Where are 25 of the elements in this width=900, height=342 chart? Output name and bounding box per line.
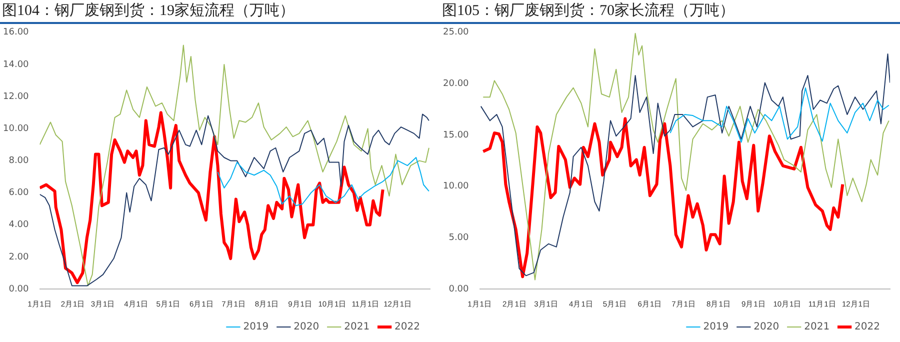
y-tick-label: 6.00 [8,188,30,198]
y-tick-label: 0.00 [8,284,30,294]
y-tick-label: 4.00 [8,220,30,230]
y-tick-label: 10.00 [3,124,30,134]
legend-label: 2021 [804,322,830,333]
y-tick-label: 25.00 [443,28,470,38]
y-tick-label: 2.00 [8,252,30,262]
y-tick-label: 16.00 [3,28,30,38]
y-tick-label: 20.00 [443,79,470,90]
legend-label: 2019 [703,322,729,333]
chart-title: 图105：钢厂废钢到货：70家长流程（万吨） [440,0,900,24]
chart-title: 图104：钢厂废钢到货：19家短流程（万吨） [0,0,440,24]
legend-label: 2020 [294,322,320,333]
y-tick-label: 0.00 [448,284,470,294]
y-tick-label: 14.00 [3,60,30,70]
y-tick-label: 10.00 [443,182,470,192]
y-tick-label: 8.00 [8,156,30,166]
y-tick-label: 5.00 [448,233,470,244]
legend-label: 2021 [344,322,370,333]
y-tick-label: 12.00 [3,92,30,102]
legend-label: 2022 [854,322,880,333]
y-tick-label: 15.00 [443,130,470,140]
legend-label: 2020 [754,322,780,333]
legend-label: 2022 [394,322,420,333]
legend-label: 2019 [243,322,269,333]
